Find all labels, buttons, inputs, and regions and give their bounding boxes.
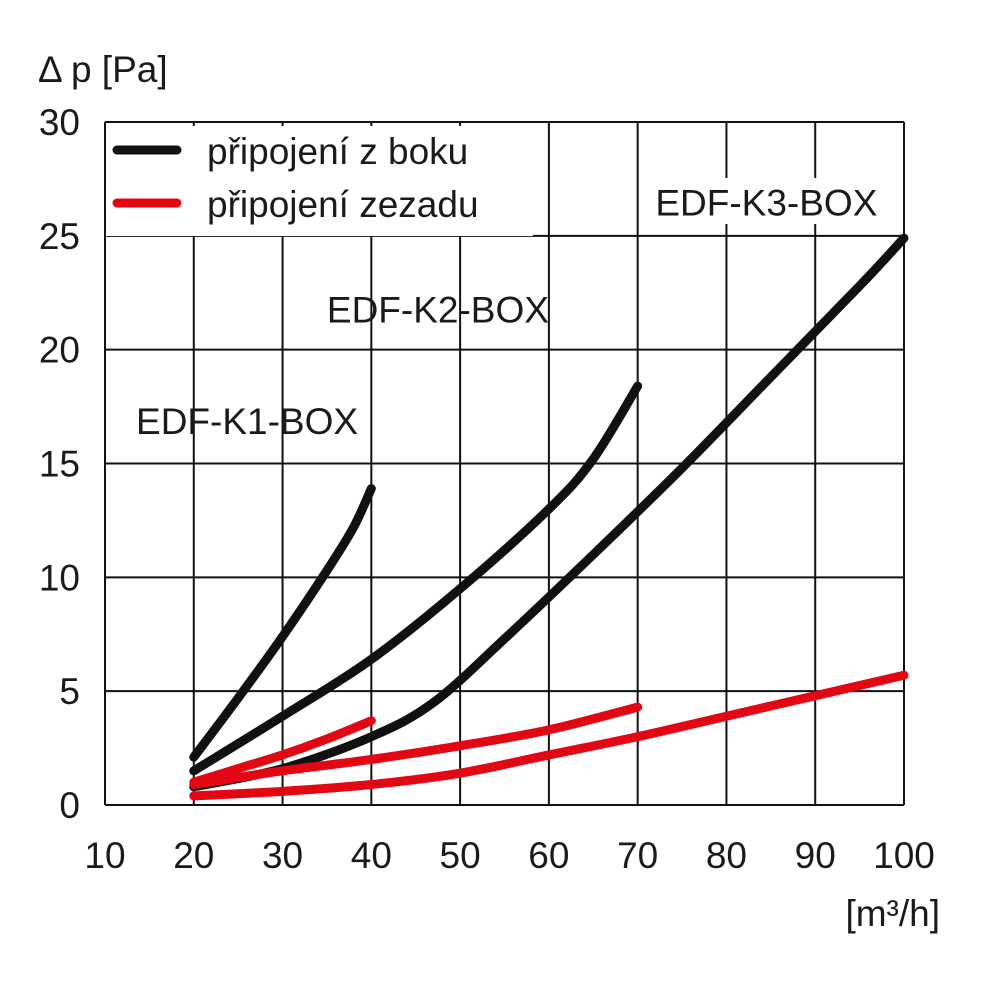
series-lines: [189, 233, 909, 801]
y-tick-label-4: 20: [39, 330, 80, 371]
y-tick-label-6: 30: [39, 102, 80, 143]
x-tick-label-5: 60: [528, 835, 569, 876]
x-tick-label-0: 10: [84, 835, 125, 876]
series-line-edf-k1-box-rear: [189, 716, 376, 787]
legend-label-side: připojení z boku: [207, 131, 468, 172]
x-tick-label-7: 80: [706, 835, 747, 876]
x-tick-label-2: 30: [262, 835, 303, 876]
series-line-edf-k3-box-rear: [189, 670, 909, 801]
x-tick-label-8: 90: [795, 835, 836, 876]
series-line-edf-k2-box-rear: [189, 702, 643, 790]
x-tick-label-3: 40: [351, 835, 392, 876]
annotation-edf-k2-box: EDF-K2-BOX: [327, 289, 549, 330]
x-tick-label-4: 50: [440, 835, 481, 876]
x-tick-label-6: 70: [617, 835, 658, 876]
y-tick-label-1: 5: [59, 671, 80, 712]
legend-background: [106, 126, 533, 236]
y-tick-label-3: 15: [39, 444, 80, 485]
series-line-edf-k2-box-side: [189, 381, 643, 776]
annotation-edf-k3-box: EDF-K3-BOX: [655, 182, 877, 223]
series-line-edf-k3-box-side: [189, 233, 909, 792]
y-tick-labels: 0 5 10 15 20 25 30: [39, 102, 80, 826]
y-axis-title: Δ p [Pa]: [38, 49, 168, 90]
y-tick-label-0: 0: [59, 785, 80, 826]
legend-label-rear: připojení zezadu: [207, 184, 479, 225]
y-tick-label-2: 10: [39, 557, 80, 598]
x-tick-label-1: 20: [173, 835, 214, 876]
annotation-edf-k1-box: EDF-K1-BOX: [136, 401, 358, 442]
series-line-edf-k1-box-side: [189, 484, 376, 762]
y-tick-label-5: 25: [39, 216, 80, 257]
x-tick-label-9: 100: [873, 835, 935, 876]
annotation-background-k3: [648, 178, 898, 224]
curve-annotations: EDF-K1-BOX EDF-K2-BOX EDF-K3-BOX: [136, 182, 877, 442]
x-axis-title: [m³/h]: [845, 893, 940, 934]
x-tick-labels: 10 20 30 40 50 60 70 80 90 100: [84, 835, 934, 876]
